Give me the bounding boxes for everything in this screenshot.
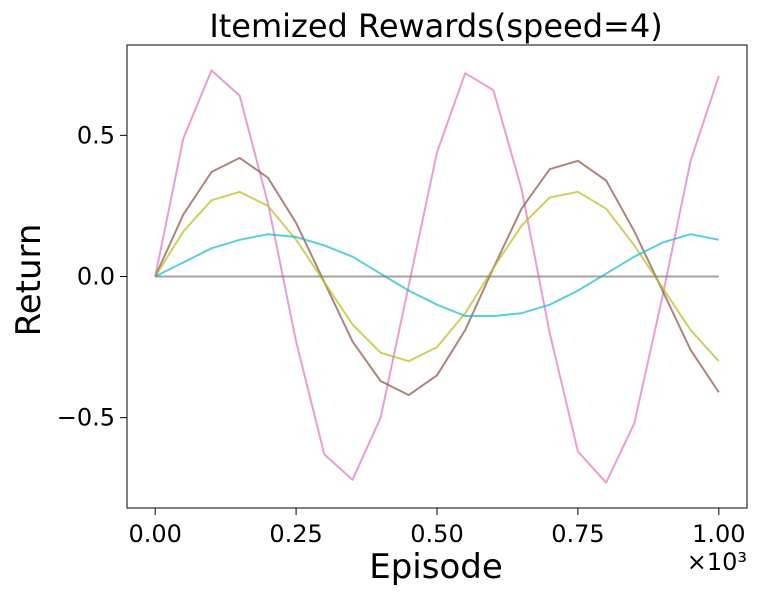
x-tick-label: 1.00 xyxy=(692,520,745,548)
x-axis-ticks: 0.00 0.25 0.50 0.75 1.00 xyxy=(128,508,746,548)
x-axis-label: Episode xyxy=(369,547,503,587)
chart-title: Itemized Rewards(speed=4) xyxy=(209,7,662,45)
y-tick-label: 0.5 xyxy=(77,121,115,149)
series-line-3 xyxy=(154,190,720,363)
y-tick-label: 0.0 xyxy=(77,263,115,291)
x-tick-label: 0.50 xyxy=(410,520,463,548)
x-tick-label: 0.00 xyxy=(128,520,181,548)
x-tick-label: 0.25 xyxy=(269,520,322,548)
x-axis-multiplier: ×10³ xyxy=(687,548,747,576)
y-tick-label: −0.5 xyxy=(57,404,115,432)
x-tick-label: 0.75 xyxy=(551,520,604,548)
series-line-2 xyxy=(154,156,720,397)
series-line-4 xyxy=(154,233,719,317)
series-line-1 xyxy=(154,69,720,484)
y-axis-label: Return xyxy=(9,224,49,337)
series-layer xyxy=(154,69,720,484)
y-axis-ticks: −0.5 0.0 0.5 xyxy=(57,121,127,432)
